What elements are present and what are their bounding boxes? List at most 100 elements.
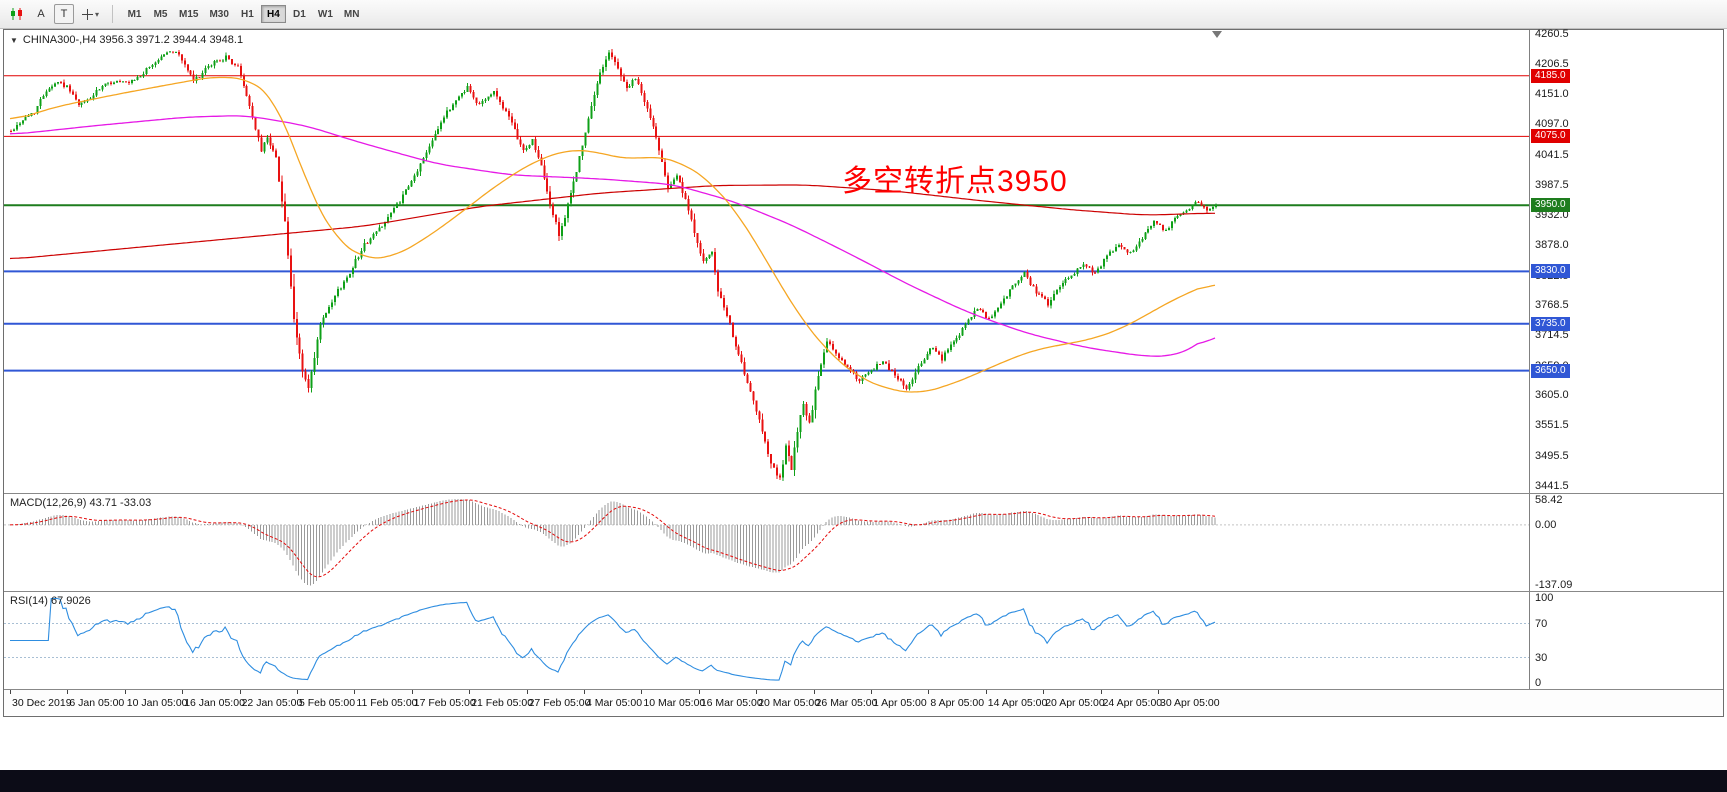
macd-signal-line bbox=[9, 499, 1216, 578]
candlesticks bbox=[10, 49, 1217, 481]
hline-price-badge: 3650.0 bbox=[1531, 363, 1570, 378]
time-axis-label: 17 Feb 05:00 bbox=[413, 697, 476, 709]
timeframe-w1[interactable]: W1 bbox=[317, 8, 333, 20]
time-axis-label: 24 Apr 05:00 bbox=[1102, 697, 1163, 709]
macd-pane: MACD(12,26,9) 43.71 -33.03 58.42 0.00 -137… bbox=[4, 493, 1723, 591]
time-axis-tick bbox=[1043, 690, 1045, 694]
cursor-tool-button[interactable]: A bbox=[37, 8, 45, 20]
window-background bbox=[0, 717, 1727, 770]
ma-magenta-line bbox=[9, 115, 1216, 357]
hline-price-badge: 3950.0 bbox=[1531, 198, 1570, 213]
hline-price-badge: 4075.0 bbox=[1531, 129, 1570, 144]
time-axis-tick bbox=[411, 690, 413, 694]
ma-orange-line bbox=[9, 76, 1216, 393]
timeframe-d1[interactable]: D1 bbox=[293, 8, 306, 20]
time-axis-tick bbox=[928, 690, 930, 694]
time-axis-label: 20 Apr 05:00 bbox=[1045, 697, 1105, 709]
timeframe-m15[interactable]: M15 bbox=[179, 8, 199, 20]
price-tick-label: 3551.5 bbox=[1535, 418, 1569, 431]
price-tick-label: 3768.5 bbox=[1535, 299, 1569, 312]
taskbar bbox=[0, 770, 1727, 792]
time-axis-tick bbox=[641, 690, 643, 694]
crosshair-icon bbox=[82, 8, 93, 20]
time-axis-label: 27 Feb 05:00 bbox=[528, 697, 591, 709]
time-axis-tick bbox=[1100, 690, 1102, 694]
time-axis-label: 20 Mar 05:00 bbox=[758, 697, 821, 709]
macd-canvas[interactable] bbox=[4, 494, 1529, 591]
time-axis-label: 4 Mar 05:00 bbox=[586, 697, 643, 709]
time-axis-tick bbox=[469, 690, 471, 694]
hline-price-badge: 4185.0 bbox=[1531, 68, 1570, 83]
price-tick-label: 4151.0 bbox=[1535, 88, 1569, 101]
price-tick-label: 3605.0 bbox=[1535, 389, 1569, 402]
timeframe-group: M1 M5 M15 M30 H1 H4 D1 W1 MN bbox=[122, 5, 364, 23]
time-axis-label: 5 Feb 05:00 bbox=[299, 697, 356, 709]
rsi-canvas[interactable] bbox=[4, 592, 1529, 689]
price-tick-label: 3441.5 bbox=[1535, 479, 1569, 492]
macd-tick-label: 58.42 bbox=[1535, 494, 1563, 506]
time-axis-tick bbox=[354, 690, 356, 694]
price-tick-label: 4260.5 bbox=[1535, 28, 1569, 41]
time-axis-tick bbox=[698, 690, 700, 694]
rsi-tick-label: 0 bbox=[1535, 677, 1542, 689]
new-chart-icon[interactable] bbox=[6, 4, 28, 24]
timeframe-m5[interactable]: M5 bbox=[153, 8, 168, 20]
main-chart-canvas[interactable] bbox=[4, 30, 1529, 493]
main-price-pane: ▼ CHINA300-,H4 3956.3 3971.2 3944.4 3948… bbox=[4, 28, 1723, 493]
chevron-down-icon: ▾ bbox=[95, 9, 100, 19]
timeframe-mn[interactable]: MN bbox=[343, 8, 360, 20]
timeframe-m30[interactable]: M30 bbox=[209, 8, 229, 20]
price-tick-label: 3495.5 bbox=[1535, 449, 1569, 462]
time-axis-label: 1 Apr 05:00 bbox=[873, 697, 927, 709]
time-axis-tick bbox=[124, 690, 126, 694]
price-tick-label: 3987.5 bbox=[1535, 178, 1569, 191]
time-axis-label: 6 Jan 05:00 bbox=[69, 697, 125, 709]
time-axis-label: 14 Apr 05:00 bbox=[987, 697, 1048, 709]
time-axis-tick bbox=[67, 690, 69, 694]
main-price-axis[interactable]: 4260.5 4206.5 4151.0 4097.0 4041.5 3987.5 3932… bbox=[1529, 28, 1723, 493]
hline-price-badge: 3735.0 bbox=[1531, 316, 1570, 331]
time-axis-label: 30 Dec 2019 bbox=[12, 697, 72, 709]
rsi-axis[interactable]: 100 70 30 0 bbox=[1529, 592, 1723, 689]
time-axis-tick bbox=[10, 690, 11, 694]
chart-window: ▼ CHINA300-,H4 3956.3 3971.2 3944.4 3948… bbox=[3, 28, 1724, 717]
crosshair-tool-button[interactable]: ▾ bbox=[77, 4, 103, 24]
timeframe-h4[interactable]: H4 bbox=[260, 5, 286, 23]
rsi-pane: RSI(14) 67.9026 100 70 30 0 bbox=[4, 591, 1723, 689]
time-axis-tick bbox=[584, 690, 585, 694]
time-axis-tick bbox=[297, 690, 298, 694]
price-tick-label: 3878.0 bbox=[1535, 238, 1569, 251]
time-axis-tick bbox=[985, 690, 987, 694]
symbol-ohlc-text: CHINA300-,H4 3956.3 3971.2 3944.4 3948.1 bbox=[22, 34, 244, 46]
price-tick-label: 4097.0 bbox=[1535, 118, 1569, 131]
timeframe-m1[interactable]: M1 bbox=[127, 8, 142, 20]
macd-label: MACD(12,26,9) 43.71 -33.03 bbox=[10, 497, 152, 509]
time-axis-label: 10 Mar 05:00 bbox=[643, 697, 706, 709]
text-tool-button[interactable]: T bbox=[54, 4, 74, 24]
macd-tick-label: 0.00 bbox=[1535, 518, 1557, 531]
time-axis-label: 10 Jan 05:00 bbox=[126, 697, 188, 709]
ma-red-line bbox=[9, 184, 1215, 260]
time-axis-tick bbox=[239, 690, 241, 694]
time-axis-label: 22 Jan 05:00 bbox=[241, 697, 303, 709]
chart-annotation-text[interactable]: 多空转折点3950 bbox=[842, 165, 1068, 198]
time-axis-tick bbox=[756, 690, 758, 694]
chart-shift-marker[interactable] bbox=[1212, 31, 1222, 38]
macd-axis[interactable]: 58.42 0.00 -137.09 bbox=[1529, 494, 1723, 591]
rsi-tick-label: 70 bbox=[1535, 617, 1548, 630]
time-axis-label: 8 Apr 05:00 bbox=[930, 697, 985, 709]
time-axis-label: 21 Feb 05:00 bbox=[471, 697, 534, 709]
time-axis-label: 26 Mar 05:00 bbox=[815, 697, 878, 709]
time-axis-tick bbox=[182, 690, 184, 694]
time-axis-tick bbox=[813, 690, 815, 694]
timeframe-h1[interactable]: H1 bbox=[241, 8, 254, 20]
price-tick-label: 3714.5 bbox=[1535, 329, 1569, 342]
one-click-trading-toggle[interactable]: ▼ bbox=[10, 35, 18, 45]
time-axis[interactable]: 30 Dec 2019 6 Jan 05:00 10 Jan 05:00 16 Jan… bbox=[4, 689, 1723, 715]
time-axis-label: 11 Feb 05:00 bbox=[356, 697, 418, 709]
rsi-tick-label: 30 bbox=[1535, 651, 1548, 664]
price-tick-label: 4206.5 bbox=[1535, 57, 1569, 70]
time-axis-tick bbox=[526, 690, 528, 694]
symbol-ohlc-label: ▼ CHINA300-,H4 3956.3 3971.2 3944.4 3948… bbox=[10, 34, 243, 46]
macd-tick-label: -137.09 bbox=[1535, 579, 1573, 592]
